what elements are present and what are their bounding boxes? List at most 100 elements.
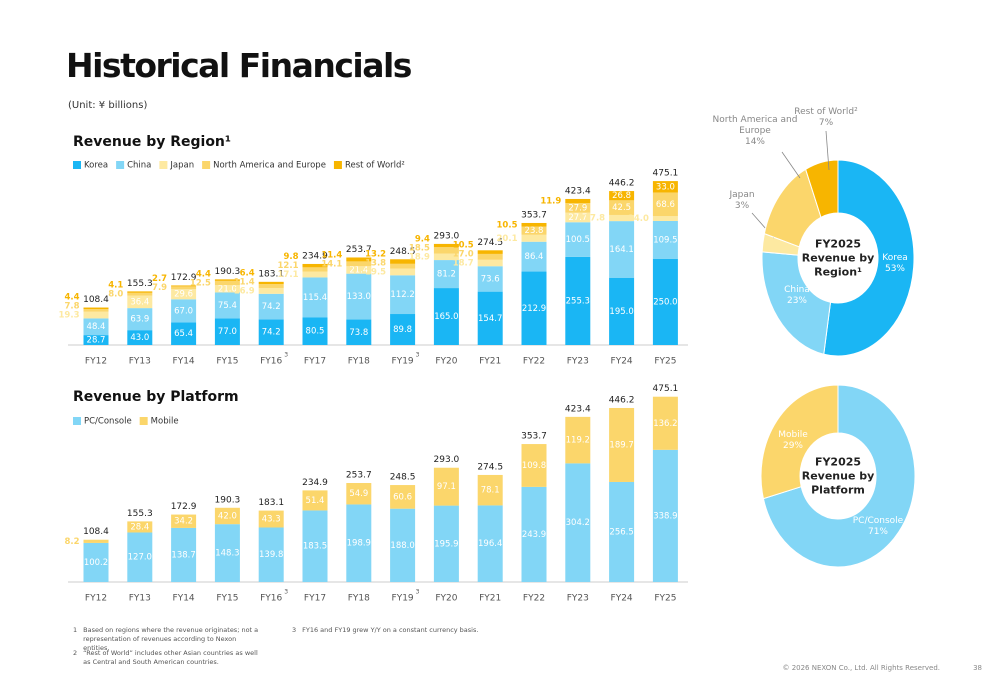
bar-segment: [609, 277, 635, 345]
slice-name: China: [784, 285, 810, 296]
value-label: 10.5: [497, 220, 518, 230]
value-label: 12.1: [278, 261, 299, 271]
value-label: 60.6: [393, 492, 412, 502]
value-label: 17.0: [453, 250, 474, 260]
slice-name: North America and Europe: [712, 114, 798, 136]
bar-segment: [565, 256, 591, 345]
value-label: 43.3: [262, 515, 281, 525]
bar-segment: [171, 299, 197, 323]
legend-swatch: [333, 161, 342, 169]
total-label: 155.3: [127, 279, 153, 289]
leader-line: [825, 130, 830, 171]
total-label: 274.5: [477, 462, 503, 472]
bar-segment: [83, 307, 109, 310]
x-tick-note: 3: [416, 589, 420, 596]
bar-segment: [258, 527, 284, 582]
bar-segment: [652, 449, 678, 582]
footnote: 3 FY16 and FY19 grew Y/Y on a constant c…: [292, 626, 532, 635]
bar-segment: [171, 289, 197, 300]
bar-segment: [258, 293, 284, 320]
bar-segment: [83, 539, 109, 543]
bar-segment: [390, 508, 416, 582]
donut-slice: [762, 384, 916, 568]
total-label: 108.4: [83, 295, 109, 305]
bar-segment: [214, 280, 240, 286]
value-label: 109.8: [522, 461, 546, 471]
bar-segment: [214, 507, 240, 525]
value-label: 119.2: [566, 436, 590, 446]
x-tick-label: FY18: [348, 594, 370, 604]
footnote-mark: 2: [73, 649, 78, 657]
bar-segment: [127, 308, 153, 331]
value-label: 14.1: [321, 259, 342, 269]
bar-segment: [390, 268, 416, 276]
bar-segment: [652, 396, 678, 450]
value-label: 18.7: [453, 259, 474, 269]
bar-segment: [346, 261, 372, 267]
footnote-mark: 1: [73, 626, 78, 634]
legend-label: Mobile: [151, 417, 179, 427]
value-label: 17.1: [278, 270, 299, 280]
x-tick-label: FY17: [304, 357, 326, 367]
bar-segment: [83, 335, 109, 345]
value-label: 250.0: [653, 297, 677, 307]
value-label: 67.0: [174, 306, 193, 316]
value-label: 27.7: [568, 213, 587, 223]
x-tick-label: FY21: [479, 357, 501, 367]
donut-center-title: FY2025 Revenue by Platform: [801, 455, 875, 496]
bar-segment: [477, 253, 503, 260]
value-label: 26.8: [612, 191, 631, 201]
bar-segment: [302, 317, 328, 345]
slice-label: Korea 53%: [850, 253, 940, 275]
value-label: 9.8: [283, 252, 298, 262]
value-label: 81.2: [437, 270, 456, 280]
bar-segment: [171, 514, 197, 528]
bar-segment: [127, 330, 153, 345]
x-tick-label: FY19: [392, 357, 414, 367]
chart-title: Revenue by Region¹: [73, 134, 231, 150]
bar-segment: [433, 253, 459, 261]
value-label: 54.9: [349, 489, 368, 499]
value-label: 188.0: [390, 541, 414, 551]
bar-segment: [433, 247, 459, 254]
x-tick-label: FY25: [654, 594, 676, 604]
x-tick-label: FY13: [129, 357, 151, 367]
slice-percent: 53%: [884, 264, 905, 274]
bar-segment: [346, 273, 372, 320]
value-label: 63.9: [130, 315, 149, 325]
value-label: 18.5: [409, 243, 430, 253]
x-tick-note: 3: [416, 352, 420, 359]
bar-segment: [565, 416, 591, 464]
total-label: 190.3: [215, 495, 241, 505]
value-label: 80.5: [306, 327, 325, 337]
value-label: 28.7: [87, 336, 106, 346]
value-label: 51.4: [306, 496, 325, 506]
x-tick-label: FY25: [654, 357, 676, 367]
value-label: 77.0: [218, 327, 237, 337]
slice-percent: 29%: [782, 441, 803, 451]
value-label: 243.9: [522, 530, 546, 540]
page-number: 38: [973, 664, 982, 672]
bar-segment: [214, 318, 240, 345]
slice-percent: 7%: [818, 118, 834, 128]
value-label: 14.0: [628, 214, 649, 224]
bar-segment: [521, 222, 547, 227]
bar-segment: [171, 285, 197, 287]
total-label: 475.1: [653, 169, 679, 179]
x-tick-label: FY23: [567, 594, 589, 604]
bar-segment: [521, 444, 547, 487]
slice-percent: 71%: [867, 527, 888, 537]
total-label: 172.9: [171, 273, 197, 283]
total-label: 423.4: [565, 404, 591, 414]
x-tick-label: FY19: [392, 594, 414, 604]
total-label: 234.9: [302, 251, 328, 261]
legend-swatch: [139, 417, 148, 425]
value-label: 109.5: [653, 235, 677, 245]
legend-swatch: [73, 161, 81, 169]
legend-label: Rest of World²: [345, 161, 405, 171]
x-tick-label: FY22: [523, 594, 545, 604]
total-label: 190.3: [215, 267, 241, 277]
value-label: 74.2: [262, 302, 281, 312]
bar-segment: [609, 481, 635, 582]
